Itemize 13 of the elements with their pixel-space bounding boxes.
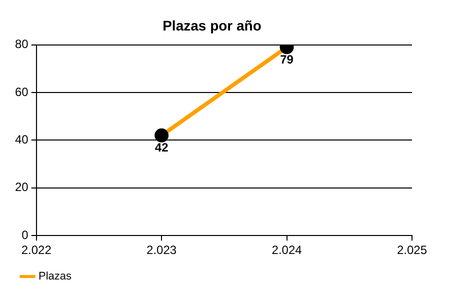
y-tick-label: 80 xyxy=(14,37,29,52)
data-label: 42 xyxy=(154,140,169,155)
x-tick-label: 2.023 xyxy=(146,243,177,258)
x-tick-label: 2.022 xyxy=(21,243,52,258)
x-tick-label: 2.024 xyxy=(272,243,302,258)
data-label: 79 xyxy=(280,52,294,66)
chart-title: Plazas por año xyxy=(162,17,262,34)
y-tick-label: 40 xyxy=(14,132,29,147)
x-tick-label: 2.025 xyxy=(396,243,428,258)
y-tick-label: 0 xyxy=(22,228,29,242)
y-tick-label: 20 xyxy=(14,180,29,194)
y-tick-label: 60 xyxy=(14,84,29,99)
legend-label: Plazas xyxy=(38,270,72,283)
